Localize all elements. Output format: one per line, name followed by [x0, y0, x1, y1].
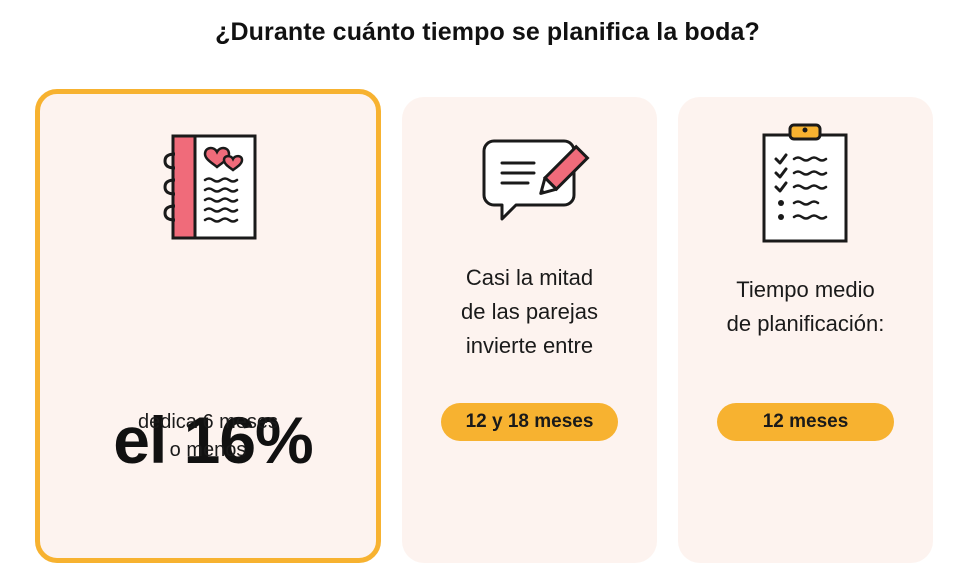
stat-card-average-time: Tiempo medio de planificación: 12 meses — [678, 97, 933, 563]
notebook-hearts-icon — [163, 134, 257, 240]
duration-pill: 12 y 18 meses — [441, 403, 618, 441]
stat-value: el 16% — [113, 403, 313, 477]
stat-description-line-2: o menos — [169, 439, 247, 461]
text-line-3: invierte entre — [465, 333, 594, 358]
text-line-2: de planificación: — [726, 311, 885, 336]
text-line-1: Casi la mitad — [465, 265, 594, 290]
speech-bubble-pencil-icon — [482, 139, 590, 221]
stat-card-half-couples: Casi la mitad de las parejas invierte en… — [402, 97, 657, 563]
text-line-1: Tiempo medio — [736, 277, 875, 302]
clipboard-checklist-icon — [762, 123, 848, 243]
stat-card-16-percent: el 16% dedica 6 meses o menos — [35, 89, 381, 563]
duration-pill: 12 meses — [717, 403, 894, 441]
text-line-2: de las parejas — [461, 299, 598, 324]
stat-description-line-1: dedica 6 meses — [137, 411, 279, 433]
page-title: ¿Durante cuánto tiempo se planifica la b… — [215, 18, 760, 46]
